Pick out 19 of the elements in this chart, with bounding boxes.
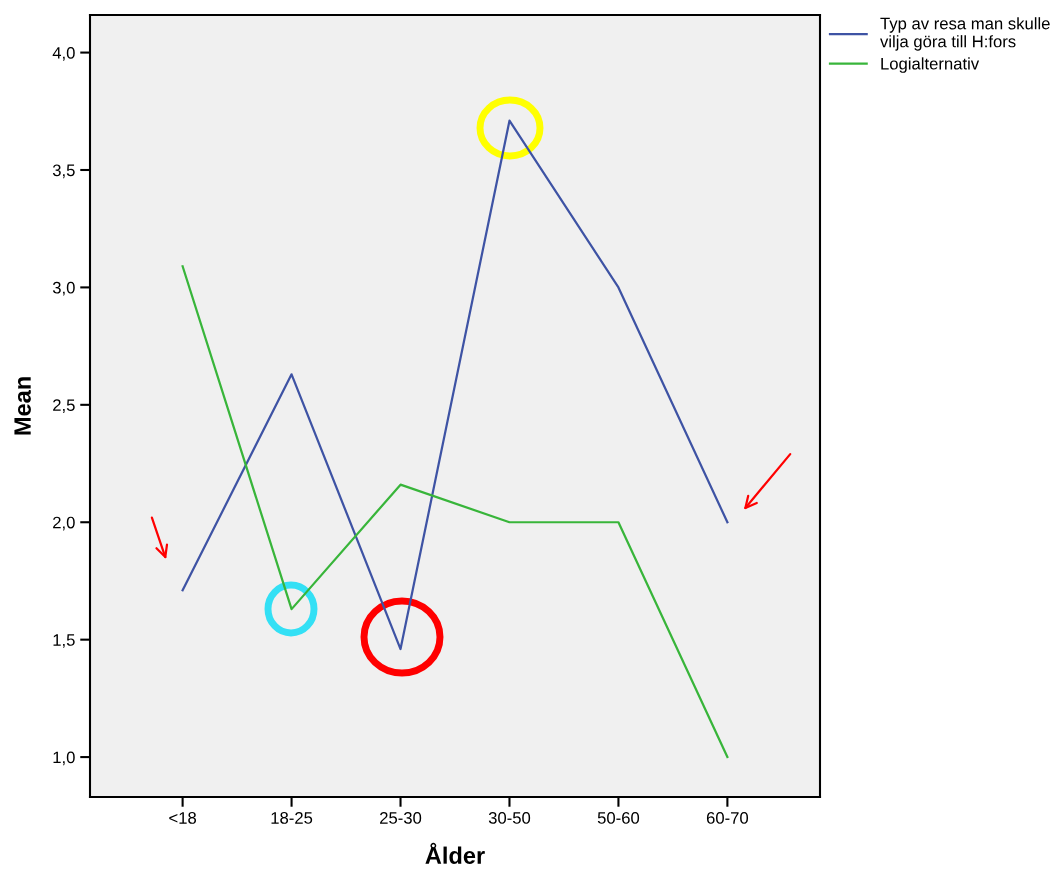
x-tick-label: 25-30 [380, 812, 422, 824]
y-axis-title: Mean [14, 377, 31, 435]
y-tick-label: 3,5 [52, 164, 75, 179]
x-tick-label: 60-70 [706, 812, 749, 824]
legend-label: Typ av resa man skulle vilja göra till H:fors [880, 17, 1050, 51]
line-series [181, 119, 729, 651]
line-series [181, 265, 729, 759]
x-tick-label: <18 [169, 812, 197, 824]
y-tick-label: 2,0 [53, 516, 75, 531]
y-tick-label: 2,5 [53, 399, 75, 413]
x-tick-label: 30-50 [488, 812, 531, 824]
y-tick-label: 1,5 [53, 634, 75, 648]
y-tick-label: 1,0 [53, 751, 75, 766]
x-tick-label: 18-25 [271, 812, 313, 824]
x-axis-title: Ålder [425, 842, 485, 864]
x-tick-label: 50-60 [597, 812, 640, 824]
y-tick-label: 4,0 [52, 46, 75, 61]
y-tick-label: 3,0 [52, 281, 75, 296]
legend-label: Logialternativ [881, 57, 980, 73]
